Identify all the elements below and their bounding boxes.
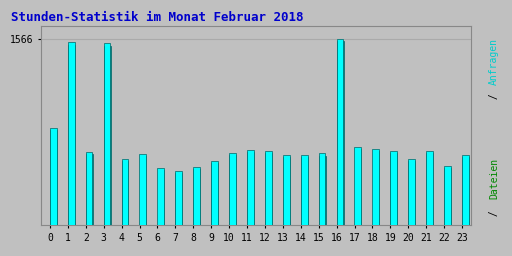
Bar xyxy=(211,163,218,225)
Bar xyxy=(50,130,57,225)
Bar xyxy=(408,159,415,225)
Bar xyxy=(140,156,146,225)
Bar xyxy=(426,153,433,225)
Bar xyxy=(355,150,361,225)
Bar xyxy=(175,170,182,225)
Bar xyxy=(354,147,361,225)
Bar xyxy=(86,152,93,225)
Bar xyxy=(158,170,164,225)
Bar xyxy=(426,151,433,225)
Text: Anfragen: Anfragen xyxy=(489,38,499,85)
Bar xyxy=(121,159,129,225)
Bar xyxy=(444,168,451,225)
Bar xyxy=(193,167,200,225)
Bar xyxy=(211,161,218,225)
Bar xyxy=(462,157,469,225)
Text: Dateien: Dateien xyxy=(489,157,499,198)
Text: Stunden-Statistik im Monat Februar 2018: Stunden-Statistik im Monat Februar 2018 xyxy=(11,12,303,24)
Bar xyxy=(229,153,236,225)
Bar xyxy=(103,44,111,225)
Bar xyxy=(139,154,146,225)
Bar xyxy=(444,166,451,225)
Text: /: / xyxy=(489,88,499,105)
Bar xyxy=(176,173,182,225)
Bar xyxy=(391,153,397,225)
Bar xyxy=(122,161,129,225)
Bar xyxy=(337,41,344,225)
Bar xyxy=(283,157,290,225)
Bar xyxy=(390,151,397,225)
Text: /: / xyxy=(489,204,499,222)
Bar xyxy=(68,45,75,225)
Bar xyxy=(462,155,469,225)
Bar xyxy=(229,155,236,225)
Bar xyxy=(373,151,379,225)
Bar xyxy=(265,153,272,225)
Bar xyxy=(68,42,75,225)
Bar xyxy=(319,156,326,225)
Bar xyxy=(336,39,344,225)
Bar xyxy=(265,151,272,225)
Bar xyxy=(247,150,254,225)
Bar xyxy=(104,46,111,225)
Bar xyxy=(50,128,57,225)
Bar xyxy=(194,169,200,225)
Bar xyxy=(409,161,415,225)
Bar xyxy=(86,154,93,225)
Bar xyxy=(157,168,164,225)
Bar xyxy=(301,155,308,225)
Bar xyxy=(372,149,379,225)
Bar xyxy=(301,157,308,225)
Bar xyxy=(283,155,290,225)
Bar xyxy=(247,152,254,225)
Bar xyxy=(318,153,326,225)
